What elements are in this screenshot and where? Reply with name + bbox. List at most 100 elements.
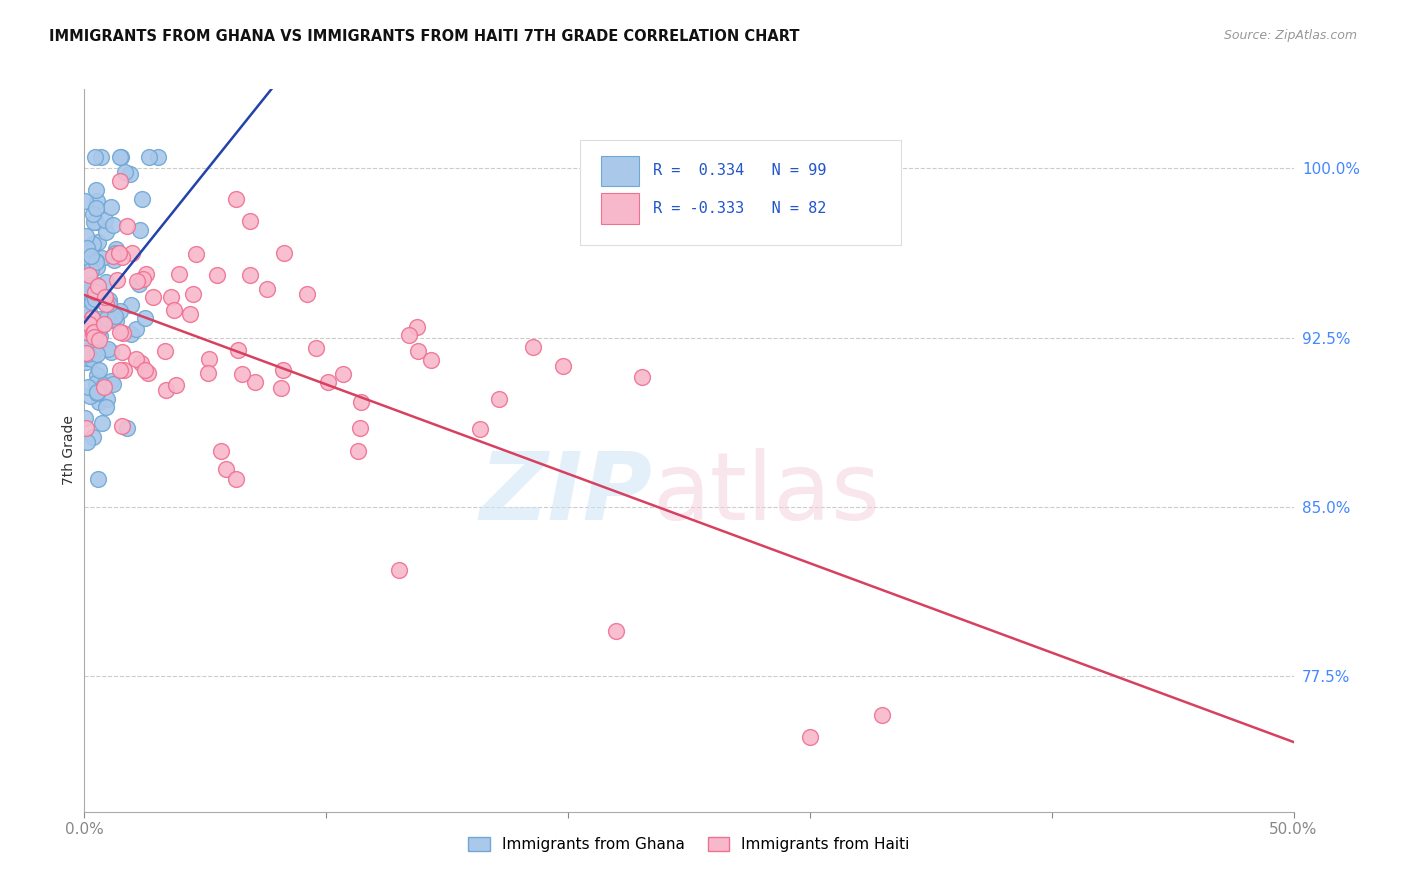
Point xyxy=(270,381,292,395)
Point xyxy=(75,272,97,286)
Point xyxy=(86,368,108,382)
Point xyxy=(83,292,105,306)
Point xyxy=(231,367,253,381)
Point xyxy=(197,366,219,380)
Point xyxy=(101,249,124,263)
Point xyxy=(522,340,544,354)
Point xyxy=(82,318,104,333)
Point xyxy=(160,290,183,304)
Point xyxy=(135,267,157,281)
Point xyxy=(84,332,107,346)
Point xyxy=(80,318,103,332)
Legend: Immigrants from Ghana, Immigrants from Haiti: Immigrants from Ghana, Immigrants from H… xyxy=(463,830,915,858)
Point xyxy=(76,270,98,285)
Point xyxy=(551,359,574,373)
Point xyxy=(77,268,100,283)
Point xyxy=(347,443,370,458)
Point xyxy=(83,215,105,229)
Point xyxy=(273,246,295,260)
Point xyxy=(872,707,894,722)
Point xyxy=(163,303,186,318)
Point xyxy=(97,342,120,356)
Point xyxy=(155,383,177,397)
Text: R =  0.334   N = 99: R = 0.334 N = 99 xyxy=(652,163,827,178)
Point xyxy=(256,283,278,297)
Point xyxy=(388,563,411,577)
Point xyxy=(77,318,100,332)
Point xyxy=(87,235,110,249)
Point xyxy=(209,443,232,458)
Point xyxy=(96,297,118,311)
Point xyxy=(100,200,122,214)
Point xyxy=(82,311,104,326)
FancyBboxPatch shape xyxy=(581,140,901,244)
Point xyxy=(84,201,107,215)
Point xyxy=(104,242,127,256)
Point xyxy=(406,344,429,359)
Point xyxy=(80,294,103,309)
Point xyxy=(93,377,115,392)
Point xyxy=(98,313,121,327)
Point xyxy=(80,351,103,366)
Point xyxy=(94,225,117,239)
Point xyxy=(167,268,190,282)
Point xyxy=(125,321,148,335)
Point xyxy=(111,344,134,359)
Point xyxy=(83,277,105,292)
Point xyxy=(76,435,98,450)
Point xyxy=(83,325,105,339)
Point xyxy=(83,285,105,300)
Point xyxy=(87,363,110,377)
Point xyxy=(228,343,250,357)
Point xyxy=(107,245,129,260)
Point xyxy=(243,376,266,390)
Point xyxy=(82,207,104,221)
Point xyxy=(112,363,135,377)
Point xyxy=(96,310,118,325)
Point xyxy=(82,430,104,444)
Point xyxy=(79,335,101,350)
Point xyxy=(110,150,132,164)
Point xyxy=(87,312,110,326)
Point xyxy=(111,250,134,264)
Text: ZIP: ZIP xyxy=(479,448,652,540)
Point xyxy=(84,183,107,197)
Point xyxy=(271,362,294,376)
Point xyxy=(75,280,97,294)
Point xyxy=(86,384,108,399)
Point xyxy=(86,194,108,209)
Point xyxy=(297,287,319,301)
Point xyxy=(111,419,134,434)
Point xyxy=(84,376,107,391)
Point xyxy=(115,421,138,435)
Point xyxy=(75,325,97,339)
Point xyxy=(90,150,112,164)
Point xyxy=(75,421,97,435)
Point xyxy=(103,252,125,267)
Point xyxy=(129,356,152,370)
Point xyxy=(93,380,115,394)
Point xyxy=(77,334,100,349)
Point xyxy=(104,309,127,323)
Point xyxy=(165,377,187,392)
Point xyxy=(631,370,654,384)
Text: Source: ZipAtlas.com: Source: ZipAtlas.com xyxy=(1223,29,1357,42)
Point xyxy=(96,276,118,290)
Point xyxy=(225,193,247,207)
Point xyxy=(84,344,107,359)
Point xyxy=(75,294,97,309)
Point xyxy=(128,277,150,291)
Point xyxy=(134,311,156,326)
Point xyxy=(87,317,110,331)
Point xyxy=(148,150,170,164)
Point xyxy=(198,352,221,367)
Point xyxy=(131,192,153,206)
Point xyxy=(398,328,420,343)
Point xyxy=(316,375,339,389)
Point xyxy=(94,213,117,227)
Point xyxy=(134,363,156,377)
Point xyxy=(120,298,142,312)
Point xyxy=(112,326,135,340)
Point xyxy=(108,150,131,164)
Point xyxy=(79,305,101,319)
